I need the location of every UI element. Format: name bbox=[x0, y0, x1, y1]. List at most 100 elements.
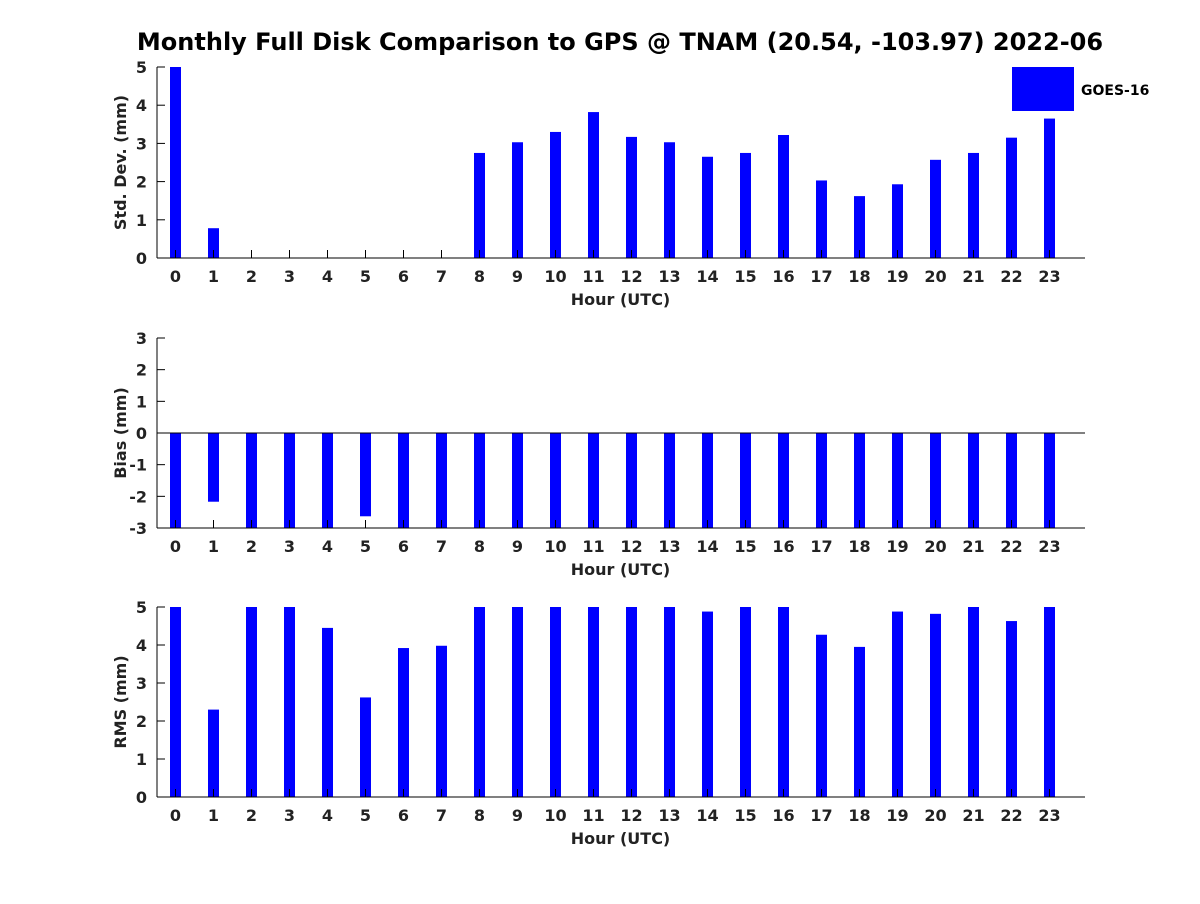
x-tick-label-panel3: 15 bbox=[734, 806, 756, 825]
bar-panel3-hour-3 bbox=[284, 607, 295, 797]
y-tick-label-panel3: 4 bbox=[136, 636, 147, 655]
x-tick-label-panel2: 19 bbox=[886, 537, 908, 556]
x-tick-label-panel2: 3 bbox=[284, 537, 295, 556]
x-tick-label-panel1: 22 bbox=[1000, 267, 1022, 286]
x-tick-label-panel3: 9 bbox=[512, 806, 523, 825]
x-tick-label-panel1: 10 bbox=[544, 267, 566, 286]
bar-panel1-hour-0 bbox=[170, 67, 181, 258]
bar-panel3-hour-7 bbox=[436, 645, 447, 797]
bar-panel3-hour-22 bbox=[1006, 621, 1017, 797]
y-tick-label-panel3: 1 bbox=[136, 750, 147, 769]
x-tick-label-panel1: 1 bbox=[208, 267, 219, 286]
y-axis-label-panel2: Bias (mm) bbox=[111, 387, 130, 479]
bar-panel2-hour-15 bbox=[740, 433, 751, 528]
x-tick-label-panel1: 23 bbox=[1038, 267, 1060, 286]
bar-panel2-hour-8 bbox=[474, 433, 485, 528]
x-tick-label-panel2: 17 bbox=[810, 537, 832, 556]
bar-panel2-hour-11 bbox=[588, 433, 599, 528]
y-tick-label-panel3: 3 bbox=[136, 674, 147, 693]
x-tick-label-panel3: 21 bbox=[962, 806, 984, 825]
chart-title: Monthly Full Disk Comparison to GPS @ TN… bbox=[136, 28, 1104, 56]
bar-panel1-hour-18 bbox=[854, 196, 865, 258]
y-tick-label-panel1: 2 bbox=[136, 173, 147, 192]
bar-panel2-hour-19 bbox=[892, 433, 903, 528]
x-tick-label-panel3: 19 bbox=[886, 806, 908, 825]
bar-panel2-hour-5 bbox=[360, 433, 371, 517]
x-tick-label-panel2: 8 bbox=[474, 537, 485, 556]
bar-panel1-hour-9 bbox=[512, 142, 523, 258]
bar-panel1-hour-19 bbox=[892, 184, 903, 258]
bar-panel2-hour-2 bbox=[246, 433, 257, 528]
x-axis-label-panel3: Hour (UTC) bbox=[571, 829, 671, 848]
y-tick-label-panel1: 1 bbox=[136, 211, 147, 230]
bar-panel3-hour-15 bbox=[740, 607, 751, 797]
bar-panel3-hour-13 bbox=[664, 607, 675, 797]
bar-panel2-hour-12 bbox=[626, 433, 637, 528]
y-tick-label-panel1: 0 bbox=[136, 249, 147, 268]
x-tick-label-panel3: 11 bbox=[582, 806, 604, 825]
x-tick-label-panel3: 3 bbox=[284, 806, 295, 825]
x-tick-label-panel1: 0 bbox=[170, 267, 181, 286]
bar-panel2-hour-20 bbox=[930, 433, 941, 528]
x-tick-label-panel2: 5 bbox=[360, 537, 371, 556]
bar-panel2-hour-16 bbox=[778, 433, 789, 528]
bar-panel2-hour-18 bbox=[854, 433, 865, 528]
x-tick-label-panel2: 16 bbox=[772, 537, 794, 556]
bar-panel2-hour-13 bbox=[664, 433, 675, 528]
x-tick-label-panel1: 19 bbox=[886, 267, 908, 286]
x-tick-label-panel3: 12 bbox=[620, 806, 642, 825]
bar-panel3-hour-12 bbox=[626, 607, 637, 797]
bar-panel3-hour-14 bbox=[702, 611, 713, 797]
bar-panel3-hour-18 bbox=[854, 646, 865, 797]
x-tick-label-panel2: 7 bbox=[436, 537, 447, 556]
y-tick-label-panel2: 3 bbox=[136, 329, 147, 348]
x-axis-label-panel2: Hour (UTC) bbox=[571, 560, 671, 579]
bar-panel1-hour-22 bbox=[1006, 137, 1017, 258]
bar-panel2-hour-17 bbox=[816, 433, 827, 528]
bar-panel2-hour-6 bbox=[398, 433, 409, 528]
bar-panel3-hour-21 bbox=[968, 607, 979, 797]
bar-panel2-hour-22 bbox=[1006, 433, 1017, 528]
bar-panel1-hour-23 bbox=[1044, 118, 1055, 258]
y-tick-label-panel2: 2 bbox=[136, 361, 147, 380]
y-tick-label-panel1: 4 bbox=[136, 96, 147, 115]
x-tick-label-panel2: 23 bbox=[1038, 537, 1060, 556]
bar-panel3-hour-23 bbox=[1044, 607, 1055, 797]
x-tick-label-panel2: 1 bbox=[208, 537, 219, 556]
y-tick-label-panel2: -2 bbox=[129, 487, 147, 506]
x-tick-label-panel1: 7 bbox=[436, 267, 447, 286]
bar-panel3-hour-11 bbox=[588, 607, 599, 797]
x-tick-label-panel2: 20 bbox=[924, 537, 946, 556]
x-tick-label-panel1: 6 bbox=[398, 267, 409, 286]
bar-panel2-hour-4 bbox=[322, 433, 333, 528]
x-tick-label-panel3: 16 bbox=[772, 806, 794, 825]
y-tick-label-panel2: -3 bbox=[129, 519, 147, 538]
bar-panel2-hour-1 bbox=[208, 433, 219, 502]
bar-panel1-hour-20 bbox=[930, 159, 941, 258]
x-tick-label-panel1: 4 bbox=[322, 267, 333, 286]
bar-panel3-hour-5 bbox=[360, 697, 371, 797]
x-tick-label-panel3: 14 bbox=[696, 806, 718, 825]
x-tick-label-panel1: 5 bbox=[360, 267, 371, 286]
bar-panel1-hour-12 bbox=[626, 136, 637, 258]
x-tick-label-panel1: 9 bbox=[512, 267, 523, 286]
x-tick-label-panel3: 17 bbox=[810, 806, 832, 825]
bar-panel2-hour-14 bbox=[702, 433, 713, 528]
x-tick-label-panel2: 22 bbox=[1000, 537, 1022, 556]
x-tick-label-panel3: 1 bbox=[208, 806, 219, 825]
x-tick-label-panel2: 11 bbox=[582, 537, 604, 556]
x-tick-label-panel3: 4 bbox=[322, 806, 333, 825]
bar-panel1-hour-8 bbox=[474, 152, 485, 258]
bar-panel3-hour-8 bbox=[474, 607, 485, 797]
x-tick-label-panel2: 10 bbox=[544, 537, 566, 556]
y-tick-label-panel2: 0 bbox=[136, 424, 147, 443]
x-tick-label-panel3: 8 bbox=[474, 806, 485, 825]
x-tick-label-panel3: 13 bbox=[658, 806, 680, 825]
x-tick-label-panel3: 0 bbox=[170, 806, 181, 825]
legend-label: GOES-16 bbox=[1081, 83, 1149, 99]
bar-panel1-hour-1 bbox=[208, 228, 219, 258]
x-tick-label-panel2: 15 bbox=[734, 537, 756, 556]
legend-swatch bbox=[1012, 67, 1074, 111]
